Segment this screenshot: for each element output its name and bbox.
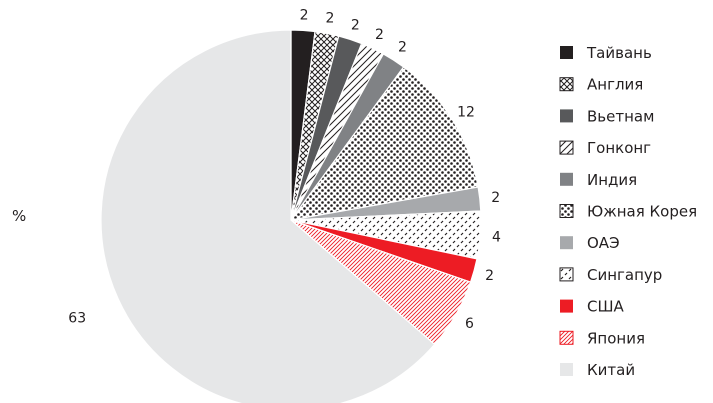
legend-swatch [560, 363, 573, 376]
slice-data-label: 2 [351, 17, 360, 33]
legend-swatch [559, 77, 574, 92]
legend-item: Япония [559, 329, 645, 347]
legend-swatch [559, 140, 574, 155]
legend-label: Англия [587, 76, 643, 94]
slice-data-label: 6 [465, 316, 474, 332]
legend-swatch [559, 267, 574, 282]
legend-item: США [560, 298, 625, 316]
legend-label: США [587, 298, 625, 316]
legend-label: Сингапур [587, 266, 662, 284]
slice-data-label: 2 [485, 268, 494, 284]
legend-swatch [560, 109, 573, 123]
legend-swatch [560, 46, 573, 59]
legend-label: Тайвань [586, 44, 652, 62]
pie-slice [289, 66, 479, 221]
legend-item: Вьетнам [560, 107, 654, 125]
legend-swatch [560, 172, 573, 186]
slice-data-label: 2 [398, 40, 407, 56]
pie-slice [100, 29, 436, 403]
slice-data-label: 2 [375, 27, 384, 43]
slice-data-label: 12 [457, 104, 475, 120]
slice-data-label: 63 [68, 311, 86, 327]
legend-label: ОАЭ [587, 234, 620, 252]
legend-item: Гонконг [559, 139, 651, 157]
legend-label: Вьетнам [587, 107, 654, 125]
unit-label: % [12, 207, 26, 225]
legend-item: Южная Корея [559, 203, 697, 221]
legend-item: Англия [559, 76, 643, 94]
legend-label: Южная Корея [587, 203, 697, 221]
slice-data-label: 2 [491, 190, 500, 206]
legend-label: Китай [587, 361, 635, 379]
legend-swatch [559, 204, 574, 218]
legend-item: ОАЭ [560, 234, 620, 252]
legend-swatch [560, 299, 573, 313]
legend-label: Гонконг [587, 139, 651, 157]
legend-swatch [559, 330, 574, 345]
legend-item: Китай [560, 361, 635, 379]
legend-item: Тайвань [560, 44, 652, 62]
legend-item: Сингапур [559, 266, 662, 284]
slice-data-label: 2 [326, 11, 335, 27]
slice-data-label: 4 [492, 229, 501, 245]
legend-label: Япония [587, 329, 645, 347]
pie-slices [100, 29, 482, 403]
legend-swatch [560, 236, 573, 250]
slice-data-label: 2 [300, 7, 309, 23]
legend-item: Индия [560, 171, 637, 189]
legend: Тайвань Англия Вьетнам Гонконг Индия Южная Ко… [559, 44, 697, 379]
legend-label: Индия [587, 171, 637, 189]
